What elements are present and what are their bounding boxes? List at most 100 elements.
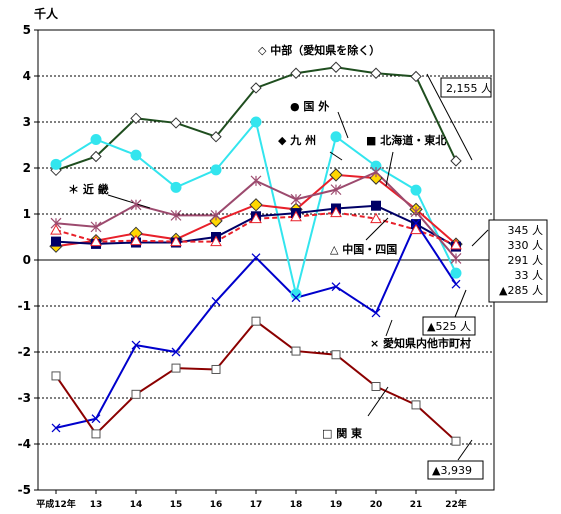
leader-end-values <box>471 229 489 247</box>
grid <box>38 75 494 445</box>
series-5-point <box>170 235 182 247</box>
series-0-point <box>250 82 262 94</box>
series-6-point <box>451 279 461 289</box>
series-5-point <box>410 223 422 235</box>
y-tick-label: 0 <box>23 253 31 267</box>
x-tick-label: 18 <box>290 500 303 510</box>
annotation-box-kanto <box>427 460 484 480</box>
series-1-point <box>170 181 182 193</box>
y-tick-label: 5 <box>23 23 31 37</box>
series-1-point <box>90 133 102 145</box>
leader-lines <box>107 73 489 461</box>
series-0-point <box>210 131 222 143</box>
series-0-point <box>290 67 302 79</box>
annotation-end-value-3: 291 人 <box>508 254 544 267</box>
series-label-kokugai: ● 国 外 <box>290 99 329 113</box>
series-2-point <box>329 168 343 182</box>
y-axis-unit: 千人 <box>34 6 59 21</box>
y-tick-label: -4 <box>18 437 31 451</box>
series-1-point <box>450 267 462 279</box>
series-7-point <box>331 350 341 360</box>
annotation-kanto-end: ▲3,939 <box>432 464 472 477</box>
series-0-point <box>370 67 382 79</box>
series-4-point <box>210 209 222 221</box>
series-5-point <box>450 238 462 250</box>
series-5-point <box>50 224 62 235</box>
series-0-point <box>90 150 102 163</box>
y-tick-label: -1 <box>18 299 31 313</box>
series-7-point <box>91 429 101 439</box>
x-tick-label: 平成12年 <box>36 498 76 510</box>
y-tick-label: -5 <box>18 483 31 497</box>
y-tick-label: 4 <box>23 69 31 83</box>
series-4-point <box>290 193 302 205</box>
series-5-point <box>130 234 142 246</box>
series-5-point <box>250 212 262 224</box>
series-7-point <box>411 400 421 410</box>
series-7-point <box>211 364 221 374</box>
x-tick-label: 13 <box>90 500 103 510</box>
series-0-point <box>450 155 462 167</box>
series-0-point <box>330 61 342 73</box>
x-tick-label: 16 <box>210 500 223 510</box>
series-6-point <box>251 253 261 263</box>
y-tick-label: 2 <box>23 161 31 175</box>
annotation-end-value-1: 345 人 <box>508 224 544 237</box>
series-1-point <box>210 164 222 176</box>
series-0-point <box>130 112 142 125</box>
series-label-kyushu: ◆ 九 州 <box>278 133 316 147</box>
series-label-aichi: × 愛知県内他市町村 <box>370 336 471 350</box>
leader-chubu <box>426 73 473 161</box>
series-5-point <box>370 212 382 224</box>
series-7-point <box>171 363 181 373</box>
series-6-point <box>211 296 221 306</box>
series-7-point <box>371 382 381 391</box>
annotation-aichi-end: ▲525 人 <box>427 320 471 333</box>
series-6-point <box>411 218 421 228</box>
series-label-chugoku: △ 中国・四国 <box>330 242 397 256</box>
leader-kanto <box>367 386 389 417</box>
series-6-point <box>371 308 381 318</box>
series-7-point <box>251 316 261 326</box>
series-1-point <box>410 184 422 196</box>
series-7-point <box>291 346 301 356</box>
x-tick-label: 14 <box>130 500 143 510</box>
series-4-point <box>330 184 342 196</box>
series-7-point <box>451 436 461 446</box>
x-tick-label: 15 <box>170 500 183 510</box>
series-6-point <box>331 282 341 292</box>
series-markers <box>49 61 463 446</box>
y-tick-label: -2 <box>18 345 31 359</box>
series-1-point <box>250 116 262 128</box>
leader-chugoku <box>365 217 389 241</box>
annotation-end-value-2: 330 人 <box>508 239 544 252</box>
series-5-point <box>330 206 342 218</box>
series-6-point <box>91 414 101 424</box>
annotation-box-end-values <box>488 219 548 303</box>
series-line-5 <box>55 211 457 246</box>
series-4-point <box>410 206 422 218</box>
series-4-point <box>450 253 462 264</box>
series-label-kinki: ＊ 近 畿 <box>68 182 109 196</box>
y-tick-label: -3 <box>18 391 31 405</box>
series-3-point <box>51 236 61 247</box>
series-6-point <box>51 423 61 433</box>
annotation-chubu-end: 2,155 人 <box>446 82 492 95</box>
annotation-end-value-4: 33 人 <box>515 269 544 282</box>
series-4-point <box>170 209 182 221</box>
series-0-point <box>410 70 422 83</box>
x-tick-label: 22年 <box>445 498 467 510</box>
series-3-point <box>371 200 381 211</box>
leader-kokugai <box>337 111 349 139</box>
series-2-point <box>249 198 263 212</box>
leader-aichi <box>385 319 393 337</box>
series-4-point <box>370 166 382 178</box>
series-1-point <box>130 149 142 161</box>
series-label-chubu: ◇ 中部（愛知県を除く） <box>258 43 380 57</box>
series-label-kanto: □ 関 東 <box>322 426 363 440</box>
leader-hokkaido <box>385 151 394 187</box>
series-6-point <box>131 340 141 350</box>
y-tick-label: 3 <box>23 115 31 129</box>
